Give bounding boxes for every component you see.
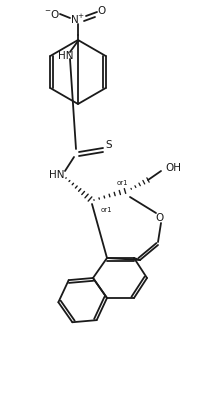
Text: O: O (156, 213, 164, 223)
Text: or1: or1 (100, 207, 112, 213)
Text: or1: or1 (116, 180, 128, 186)
Text: O: O (98, 6, 106, 16)
Text: N$^{+}$: N$^{+}$ (70, 13, 86, 26)
Text: $^{-}$O: $^{-}$O (44, 8, 60, 20)
Text: S: S (106, 140, 112, 150)
Text: OH: OH (165, 163, 181, 173)
Text: HN: HN (49, 170, 65, 180)
Text: HN: HN (58, 51, 74, 61)
